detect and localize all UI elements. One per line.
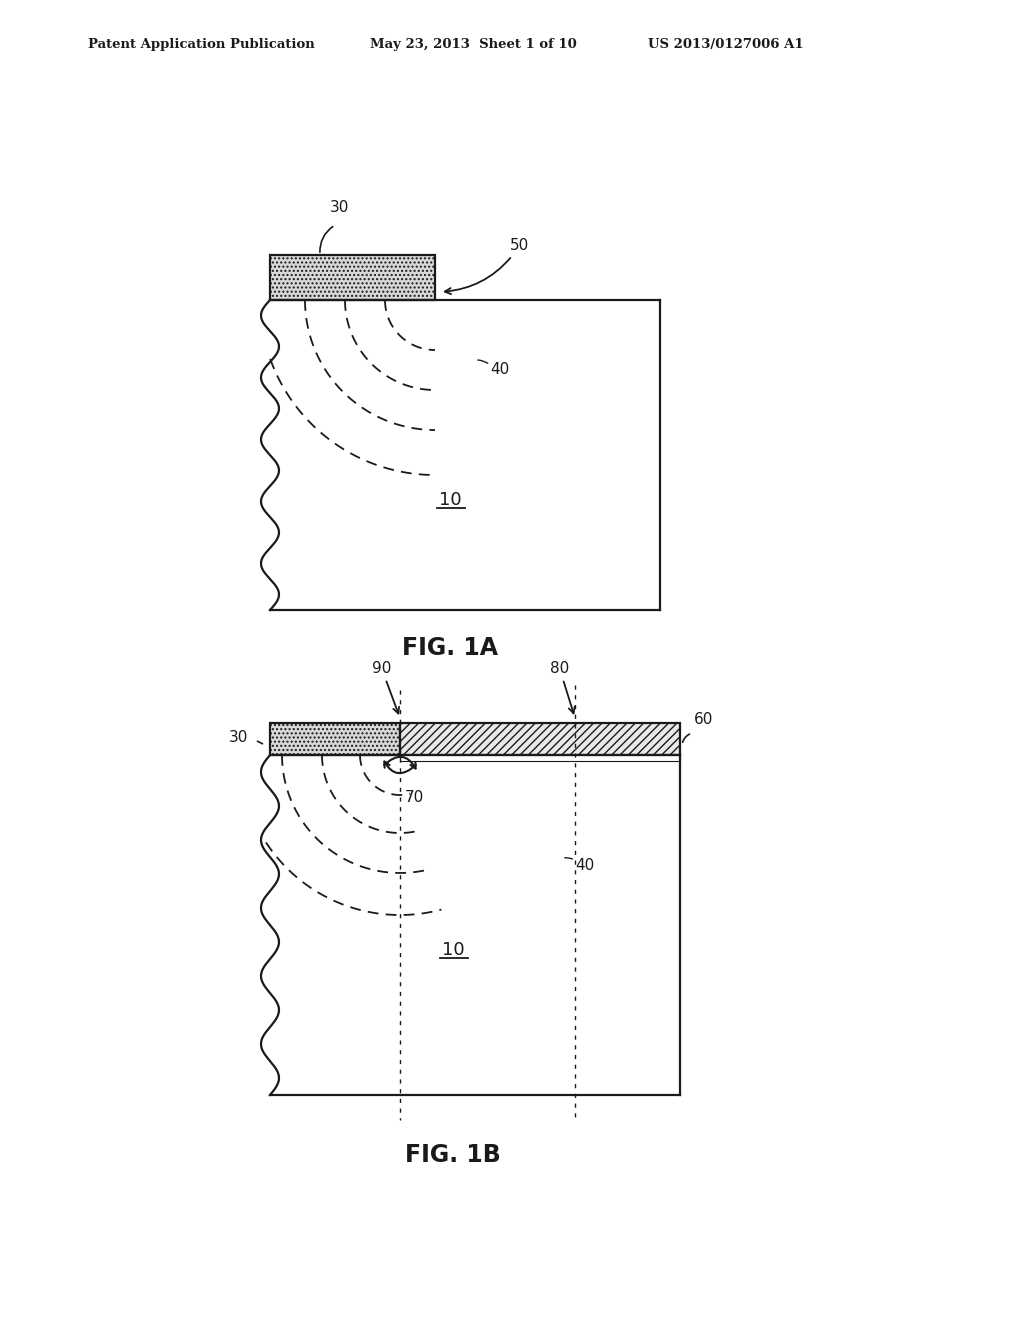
- Text: 90: 90: [372, 661, 399, 714]
- Text: US 2013/0127006 A1: US 2013/0127006 A1: [648, 38, 804, 51]
- Text: 40: 40: [575, 858, 594, 873]
- Bar: [400, 723, 680, 755]
- Text: 30: 30: [330, 201, 349, 215]
- Text: FIG. 1B: FIG. 1B: [406, 1143, 501, 1167]
- Text: 40: 40: [490, 363, 509, 378]
- Text: 70: 70: [406, 789, 424, 805]
- Bar: [270, 255, 435, 300]
- Bar: [270, 723, 400, 755]
- Text: 10: 10: [441, 941, 464, 960]
- Text: Patent Application Publication: Patent Application Publication: [88, 38, 314, 51]
- Text: 60: 60: [694, 711, 714, 727]
- Text: 50: 50: [444, 238, 529, 294]
- Text: 10: 10: [438, 491, 462, 510]
- Text: FIG. 1A: FIG. 1A: [402, 636, 498, 660]
- Text: 30: 30: [228, 730, 248, 744]
- Bar: [400, 755, 680, 762]
- Text: May 23, 2013  Sheet 1 of 10: May 23, 2013 Sheet 1 of 10: [370, 38, 577, 51]
- Text: 80: 80: [550, 661, 574, 713]
